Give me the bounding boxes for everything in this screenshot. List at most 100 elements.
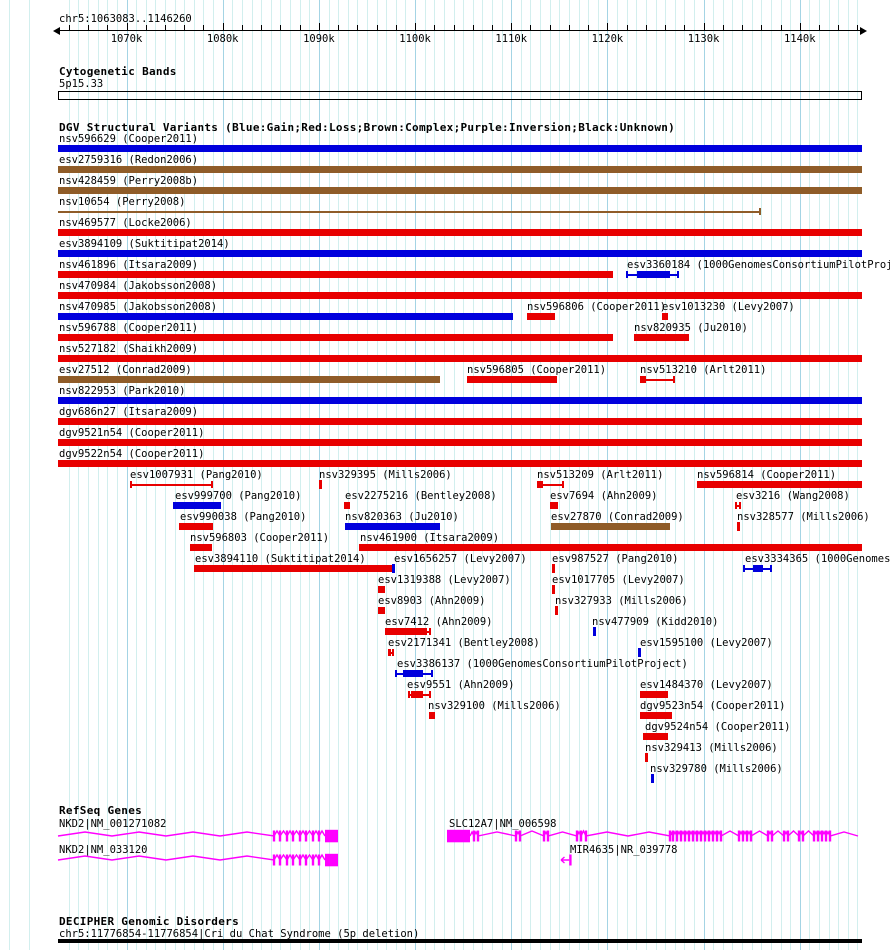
variant-label[interactable]: esv8903 (Ahn2009) (378, 595, 486, 607)
variant-glyph[interactable] (385, 628, 431, 635)
variant-label[interactable]: esv1595100 (Levy2007) (640, 637, 773, 649)
variant-label[interactable]: nsv329100 (Mills2006) (428, 700, 561, 712)
variant-label[interactable]: nsv329413 (Mills2006) (645, 742, 778, 754)
gene-glyph[interactable] (56, 823, 341, 849)
variant-label[interactable]: esv1656257 (Levy2007) (394, 553, 527, 565)
variant-glyph[interactable] (737, 522, 740, 531)
variant-glyph[interactable] (378, 586, 385, 593)
variant-label[interactable]: esv7694 (Ahn2009) (550, 490, 658, 502)
variant-glyph[interactable] (537, 481, 564, 488)
decipher-feature-bar[interactable] (58, 939, 862, 943)
variant-label[interactable]: dgv9523n54 (Cooper2011) (640, 700, 786, 712)
variant-label[interactable]: esv999700 (Pang2010) (175, 490, 302, 502)
variant-label[interactable]: esv990038 (Pang2010) (180, 511, 307, 523)
variant-label[interactable]: nsv527182 (Shaikh2009) (59, 343, 199, 355)
variant-glyph[interactable] (395, 670, 433, 677)
variant-label[interactable]: nsv820935 (Ju2010) (634, 322, 748, 334)
variant-glyph[interactable] (640, 712, 672, 719)
variant-label[interactable]: nsv477909 (Kidd2010) (592, 616, 719, 628)
variant-glyph[interactable] (378, 607, 385, 614)
variant-glyph[interactable] (555, 606, 558, 615)
variant-label[interactable]: nsv428459 (Perry2008b) (59, 175, 199, 187)
variant-glyph[interactable] (527, 313, 555, 320)
gene-label[interactable]: NKD2|NM_033120 (59, 844, 148, 856)
variant-label[interactable]: nsv327933 (Mills2006) (555, 595, 688, 607)
variant-glyph[interactable] (173, 502, 221, 509)
variant-glyph[interactable] (651, 774, 654, 783)
variant-label[interactable]: esv27512 (Conrad2009) (59, 364, 192, 376)
variant-glyph[interactable] (640, 376, 675, 383)
variant-glyph[interactable] (388, 649, 394, 656)
variant-glyph[interactable] (359, 544, 862, 551)
variant-glyph[interactable] (551, 523, 670, 530)
variant-label[interactable]: nsv470984 (Jakobsson2008) (59, 280, 218, 292)
variant-label[interactable]: nsv596805 (Cooper2011) (467, 364, 607, 376)
variant-glyph[interactable] (58, 166, 862, 173)
variant-glyph[interactable] (626, 271, 679, 278)
variant-glyph[interactable] (194, 565, 392, 572)
variant-label[interactable]: nsv470985 (Jakobsson2008) (59, 301, 218, 313)
variant-label[interactable]: nsv596806 (Cooper2011) (527, 301, 667, 313)
variant-glyph[interactable] (640, 691, 668, 698)
gene-glyph[interactable] (56, 847, 341, 873)
variant-glyph[interactable] (58, 355, 862, 362)
gene-glyph[interactable] (557, 847, 575, 873)
gene-label[interactable]: SLC12A7|NM_006598 (449, 818, 557, 830)
variant-glyph[interactable] (743, 565, 772, 572)
variant-glyph[interactable] (58, 229, 862, 236)
variant-label[interactable]: esv3360184 (1000GenomesConsortiumPilotPr… (627, 259, 890, 271)
variant-label[interactable]: esv9551 (Ahn2009) (407, 679, 515, 691)
variant-glyph[interactable] (58, 292, 862, 299)
variant-label[interactable]: esv987527 (Pang2010) (552, 553, 679, 565)
gene-label[interactable]: NKD2|NM_001271082 (59, 818, 167, 830)
variant-glyph[interactable] (58, 313, 513, 320)
variant-glyph[interactable] (593, 627, 596, 636)
variant-label[interactable]: esv1013230 (Levy2007) (662, 301, 795, 313)
variant-label[interactable]: nsv10654 (Perry2008) (59, 196, 186, 208)
variant-glyph[interactable] (392, 564, 395, 573)
variant-label[interactable]: nsv329395 (Mills2006) (319, 469, 452, 481)
variant-glyph[interactable] (429, 712, 435, 719)
variant-glyph[interactable] (179, 523, 213, 530)
decipher-entry-label[interactable]: chr5:11776854-11776854|Cri du Chat Syndr… (59, 928, 420, 940)
variant-glyph[interactable] (58, 208, 761, 215)
variant-label[interactable]: nsv822953 (Park2010) (59, 385, 186, 397)
variant-label[interactable]: nsv820363 (Ju2010) (345, 511, 459, 523)
variant-glyph[interactable] (408, 691, 431, 698)
variant-label[interactable]: esv27870 (Conrad2009) (551, 511, 684, 523)
variant-label[interactable]: nsv328577 (Mills2006) (737, 511, 870, 523)
variant-label[interactable]: nsv596814 (Cooper2011) (697, 469, 837, 481)
variant-glyph[interactable] (552, 564, 555, 573)
variant-glyph[interactable] (552, 585, 555, 594)
variant-glyph[interactable] (319, 480, 322, 489)
variant-glyph[interactable] (58, 271, 613, 278)
variant-label[interactable]: nsv461896 (Itsara2009) (59, 259, 199, 271)
gene-label[interactable]: MIR4635|NR_039778 (570, 844, 678, 856)
variant-label[interactable]: esv1484370 (Levy2007) (640, 679, 773, 691)
variant-glyph[interactable] (58, 187, 862, 194)
variant-glyph[interactable] (735, 502, 741, 509)
variant-label[interactable]: dgv9521n54 (Cooper2011) (59, 427, 205, 439)
variant-label[interactable]: esv7412 (Ahn2009) (385, 616, 493, 628)
variant-label[interactable]: esv1007931 (Pang2010) (130, 469, 263, 481)
variant-glyph[interactable] (58, 397, 862, 404)
variant-label[interactable]: nsv513210 (Arlt2011) (640, 364, 767, 376)
variant-glyph[interactable] (645, 753, 648, 762)
variant-glyph[interactable] (190, 544, 212, 551)
variant-label[interactable]: nsv469577 (Locke2006) (59, 217, 192, 229)
variant-label[interactable]: nsv329780 (Mills2006) (650, 763, 783, 775)
variant-glyph[interactable] (344, 502, 350, 509)
variant-label[interactable]: nsv596803 (Cooper2011) (190, 532, 330, 544)
variant-glyph[interactable] (58, 460, 862, 467)
variant-glyph[interactable] (130, 481, 213, 488)
variant-label[interactable]: nsv596629 (Cooper2011) (59, 133, 199, 145)
variant-glyph[interactable] (58, 250, 862, 257)
variant-label[interactable]: esv3334365 (1000GenomesConsortiumPilotPr… (745, 553, 890, 565)
variant-label[interactable]: esv3216 (Wang2008) (736, 490, 850, 502)
variant-glyph[interactable] (550, 502, 558, 509)
variant-glyph[interactable] (634, 334, 689, 341)
variant-label[interactable]: esv3386137 (1000GenomesConsortiumPilotPr… (397, 658, 688, 670)
variant-label[interactable]: esv1319388 (Levy2007) (378, 574, 511, 586)
variant-glyph[interactable] (58, 334, 613, 341)
variant-glyph[interactable] (643, 733, 668, 740)
